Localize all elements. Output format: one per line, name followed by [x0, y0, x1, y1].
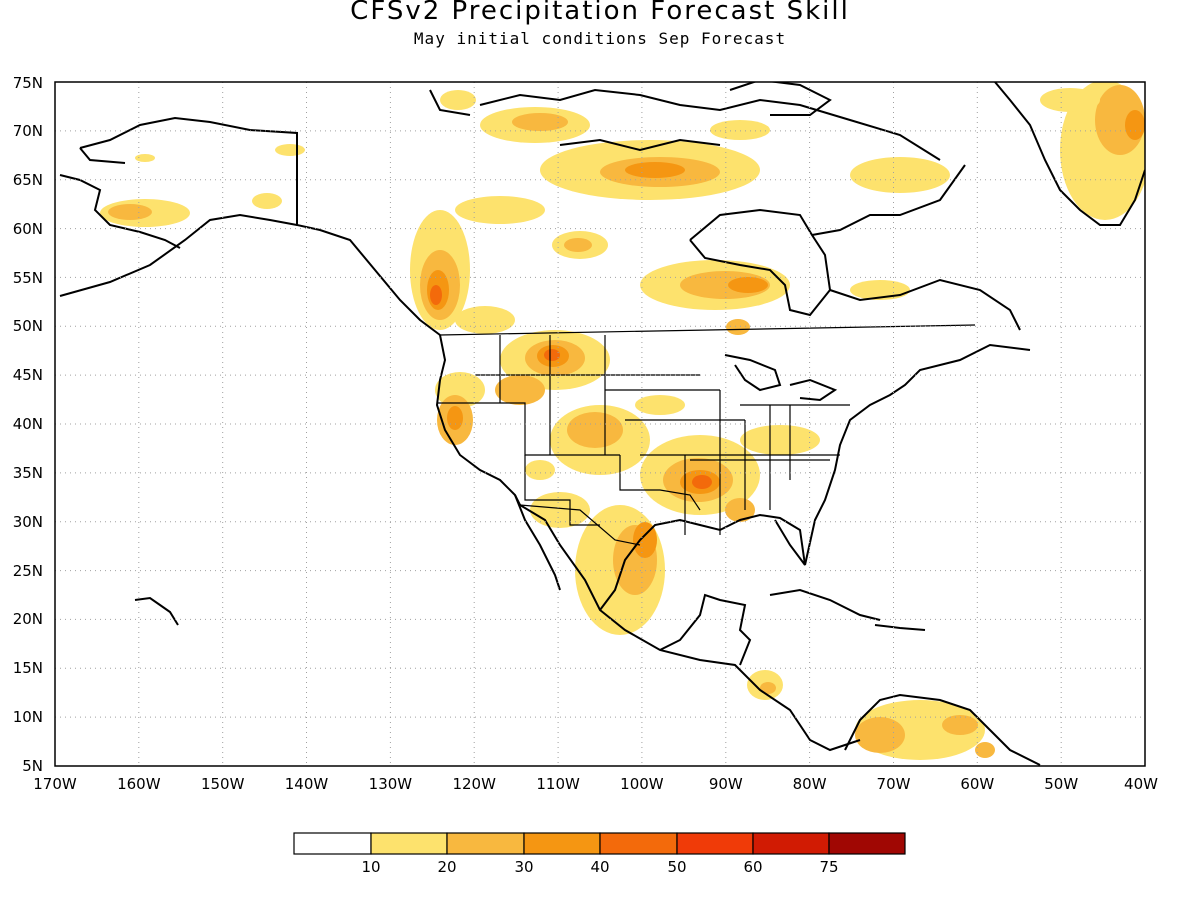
lat-axis: 5N 10N 15N 20N 25N 30N 35N 40N 45N 50N 5… — [13, 74, 43, 775]
colorbar-swatch — [676, 832, 754, 855]
lon-label: 120W — [452, 775, 496, 793]
lon-label: 160W — [117, 775, 161, 793]
lon-label: 150W — [201, 775, 245, 793]
lat-label: 65N — [13, 171, 43, 189]
lat-label: 60N — [13, 220, 43, 238]
lat-label: 40N — [13, 415, 43, 433]
lat-label: 55N — [13, 269, 43, 287]
lon-label: 110W — [536, 775, 580, 793]
colorbar-label: 50 — [667, 858, 686, 876]
colorbar-swatch — [828, 832, 906, 855]
colorbar-swatch — [523, 832, 601, 855]
lon-label: 90W — [709, 775, 743, 793]
lat-label: 50N — [13, 317, 43, 335]
lat-label: 45N — [13, 366, 43, 384]
colorbar-label: 75 — [819, 858, 838, 876]
lon-axis: 170W 160W 150W 140W 130W 120W 110W 100W … — [33, 775, 1158, 793]
colorbar-label: 20 — [437, 858, 456, 876]
lon-label: 50W — [1044, 775, 1078, 793]
lon-label: 60W — [960, 775, 994, 793]
colorbar-swatch — [446, 832, 525, 855]
lat-label: 30N — [13, 513, 43, 531]
lon-label: 170W — [33, 775, 77, 793]
lat-label: 35N — [13, 464, 43, 482]
political-borders — [296, 133, 976, 546]
colorbar-swatch — [599, 832, 678, 855]
lon-label: 40W — [1124, 775, 1158, 793]
colorbar-swatch — [752, 832, 830, 855]
colorbar: 10 20 30 40 50 60 75 — [293, 832, 906, 876]
colorbar-label: 60 — [743, 858, 762, 876]
lat-label: 20N — [13, 610, 43, 628]
lat-label: 15N — [13, 659, 43, 677]
colorbar-label: 30 — [514, 858, 533, 876]
lat-label: 10N — [13, 708, 43, 726]
lon-label: 140W — [285, 775, 329, 793]
lon-label: 70W — [877, 775, 911, 793]
graticule — [55, 82, 1145, 766]
colorbar-swatch — [293, 832, 372, 855]
colorbar-swatch — [370, 832, 448, 855]
lat-label: 75N — [13, 74, 43, 92]
lon-label: 80W — [793, 775, 827, 793]
lon-label: 130W — [369, 775, 413, 793]
lat-label: 5N — [22, 757, 43, 775]
map-subtitle: May initial conditions Sep Forecast — [413, 29, 787, 48]
lat-label: 25N — [13, 562, 43, 580]
lon-label: 100W — [620, 775, 664, 793]
map-title: CFSv2 Precipitation Forecast Skill — [350, 0, 850, 26]
lat-label: 70N — [13, 122, 43, 140]
colorbar-label: 40 — [590, 858, 609, 876]
colorbar-label: 10 — [361, 858, 380, 876]
map-frame — [54, 81, 1146, 767]
